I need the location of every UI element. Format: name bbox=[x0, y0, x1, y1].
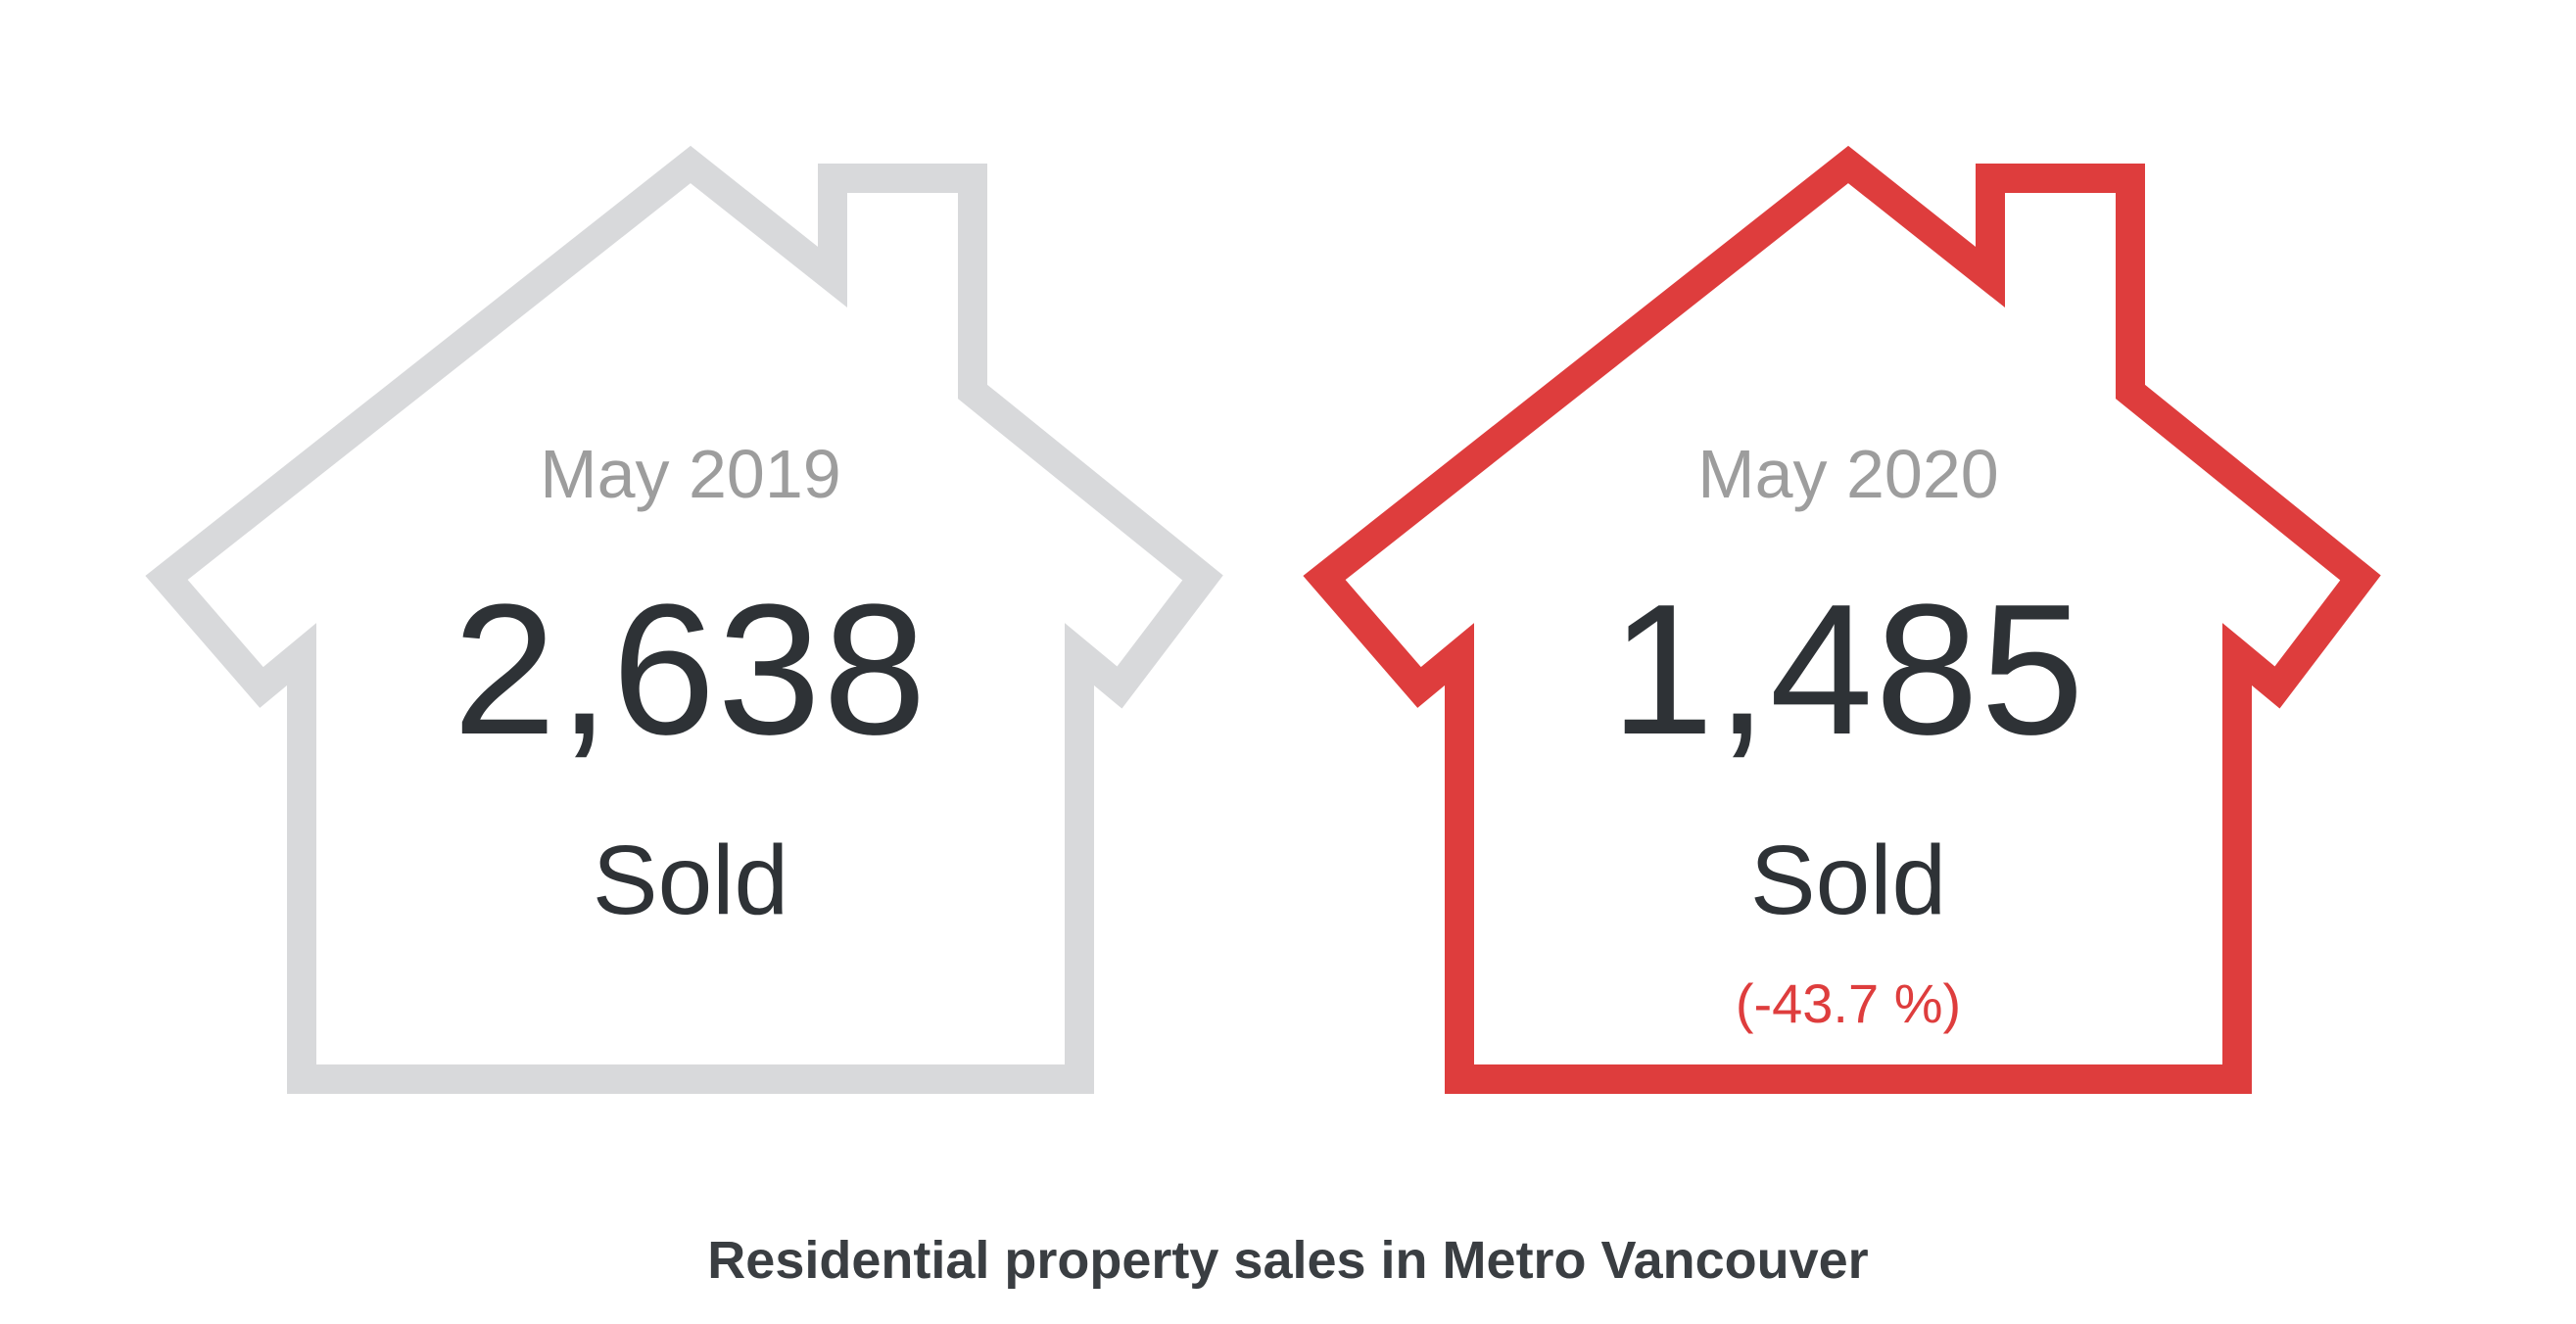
house-2019-label: Sold bbox=[592, 826, 789, 935]
house-2020-outline-icon bbox=[1303, 145, 2381, 1094]
house-2019-outline-icon bbox=[145, 145, 1223, 1094]
house-2019-period: May 2019 bbox=[540, 436, 841, 512]
house-2020-count: 1,485 bbox=[1610, 566, 2086, 774]
house-2020-label: Sold bbox=[1749, 826, 1947, 935]
house-2020-change: (-43.7 %) bbox=[1735, 972, 1962, 1034]
house-2020-period: May 2020 bbox=[1697, 436, 1999, 512]
house-2019-count: 2,638 bbox=[453, 566, 929, 774]
caption: Residential property sales in Metro Vanc… bbox=[707, 1231, 1869, 1290]
